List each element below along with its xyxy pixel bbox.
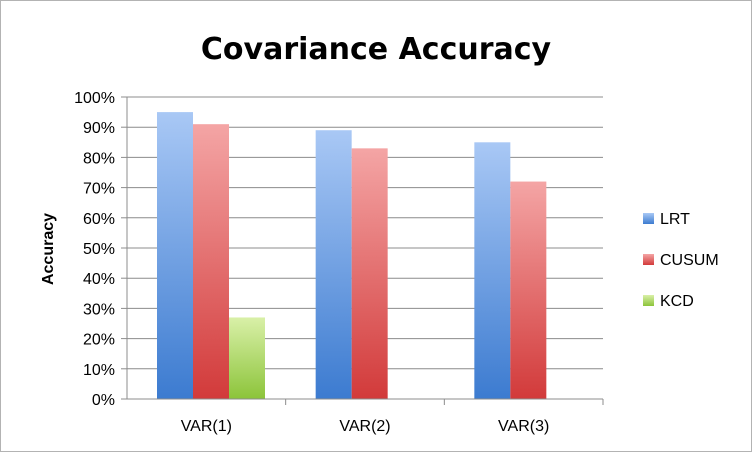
bar-cusum-3 <box>510 181 547 399</box>
y-tick-label: 90% <box>83 120 115 137</box>
x-tick-label: VAR(3) <box>498 418 549 435</box>
legend-label-lrt: LRT <box>660 211 690 228</box>
y-tick-label: 0% <box>92 392 115 409</box>
legend: LRT CUSUM KCD <box>643 211 719 310</box>
x-tick-labels: VAR(1) VAR(2) VAR(3) <box>181 418 550 435</box>
bar-cusum-1 <box>193 124 229 400</box>
bar-lrt-2 <box>315 130 352 399</box>
bar-lrt-3 <box>474 142 511 400</box>
bars <box>157 112 547 400</box>
legend-swatch-cusum <box>643 254 654 265</box>
y-tick-label: 40% <box>83 271 115 288</box>
legend-swatch-lrt <box>643 213 654 224</box>
legend-label-kcd: KCD <box>660 293 694 310</box>
x-tick-label: VAR(2) <box>339 418 390 435</box>
bar-kcd-1 <box>229 317 265 399</box>
y-tick-label: 50% <box>83 241 115 258</box>
legend-label-cusum: CUSUM <box>660 252 719 269</box>
y-tick-label: 80% <box>83 150 115 167</box>
y-tick-label: 100% <box>74 90 115 107</box>
bar-cusum-2 <box>351 148 388 399</box>
y-axis-label: Accuracy <box>40 213 57 285</box>
x-tick-label: VAR(1) <box>181 418 232 435</box>
y-tick-label: 60% <box>83 211 115 228</box>
legend-swatch-kcd <box>643 295 654 306</box>
chart-title: Covariance Accuracy <box>201 32 552 67</box>
y-tick-labels: 0% 10% 20% 30% 40% 50% 60% 70% 80% 90% 100% <box>74 90 115 409</box>
y-tick-label: 10% <box>83 362 115 379</box>
y-tick-label: 20% <box>83 332 115 349</box>
y-tick-label: 70% <box>83 181 115 198</box>
bar-lrt-1 <box>157 112 193 399</box>
axes <box>126 97 604 405</box>
y-tick-label: 30% <box>83 301 115 318</box>
